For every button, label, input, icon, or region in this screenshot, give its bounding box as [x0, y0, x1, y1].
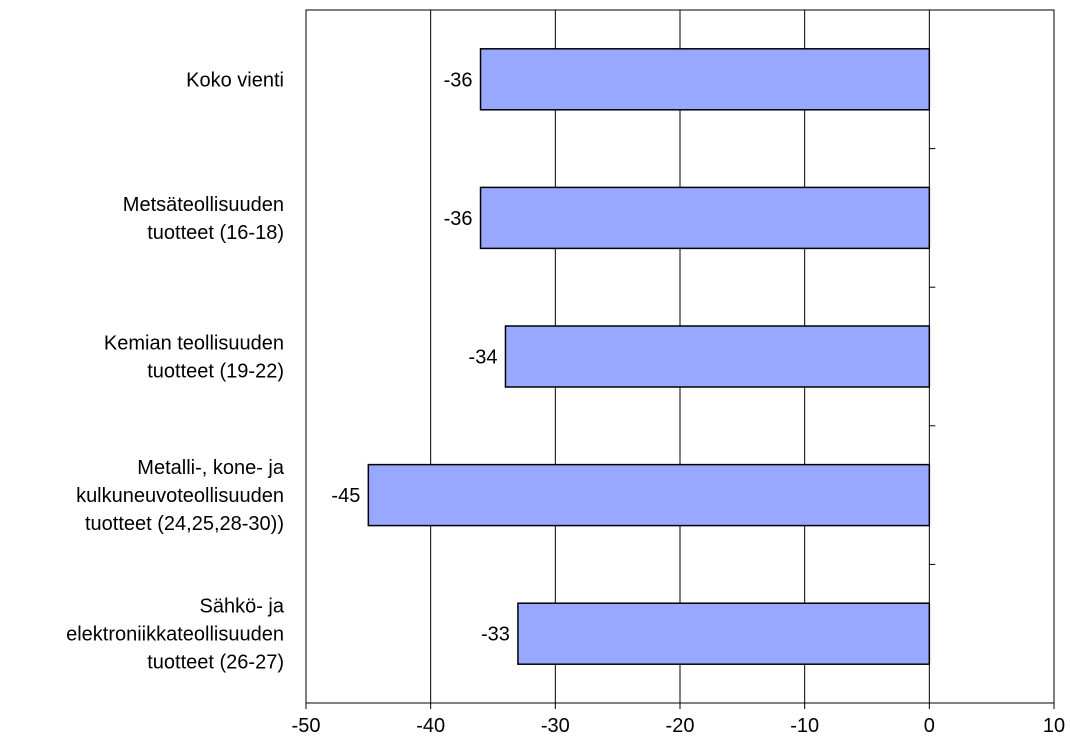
- bar: [479, 48, 931, 111]
- x-tick-label: -50: [292, 715, 321, 737]
- category-label: Kemian teollisuuden: [104, 333, 284, 355]
- category-label: tuotteet (19-22): [147, 361, 284, 383]
- x-tick-label: -40: [416, 715, 445, 737]
- axes: [305, 9, 1055, 709]
- category-label: Sähkö- ja: [200, 596, 285, 618]
- data-label: -34: [469, 347, 498, 369]
- data-labels: -36 -36 -34 -45 -33: [331, 69, 510, 645]
- bar: [479, 186, 931, 250]
- x-tick-label: -20: [666, 715, 695, 737]
- data-label: -36: [444, 208, 473, 230]
- category-label: tuotteet (16-18): [147, 222, 284, 244]
- x-tick-labels: -50 -40 -30 -20 -10 0 10: [292, 715, 1066, 737]
- bar: [504, 325, 931, 388]
- category-label: elektroniikkateollisuuden: [66, 624, 284, 646]
- category-label: Koko vienti: [186, 69, 284, 91]
- bar: [517, 602, 931, 665]
- data-label: -36: [444, 69, 473, 91]
- category-labels: Koko vienti Metsäteollisuuden tuotteet (16…: [66, 69, 285, 673]
- data-label: -45: [331, 485, 360, 507]
- category-label: Metalli-, kone- ja: [137, 457, 285, 479]
- category-label: tuotteet (24,25,28-30)): [85, 513, 284, 535]
- category-label: tuotteet (26-27): [147, 652, 284, 674]
- x-tick-label: 0: [924, 715, 935, 737]
- bars: [367, 48, 931, 665]
- data-label: -33: [481, 624, 510, 646]
- category-label: kulkuneuvoteollisuuden: [76, 485, 284, 507]
- x-tick-label: 10: [1043, 715, 1065, 737]
- category-label: Metsäteollisuuden: [123, 194, 284, 216]
- x-tick-label: -30: [541, 715, 570, 737]
- x-tick-label: -10: [790, 715, 819, 737]
- bar: [367, 463, 931, 527]
